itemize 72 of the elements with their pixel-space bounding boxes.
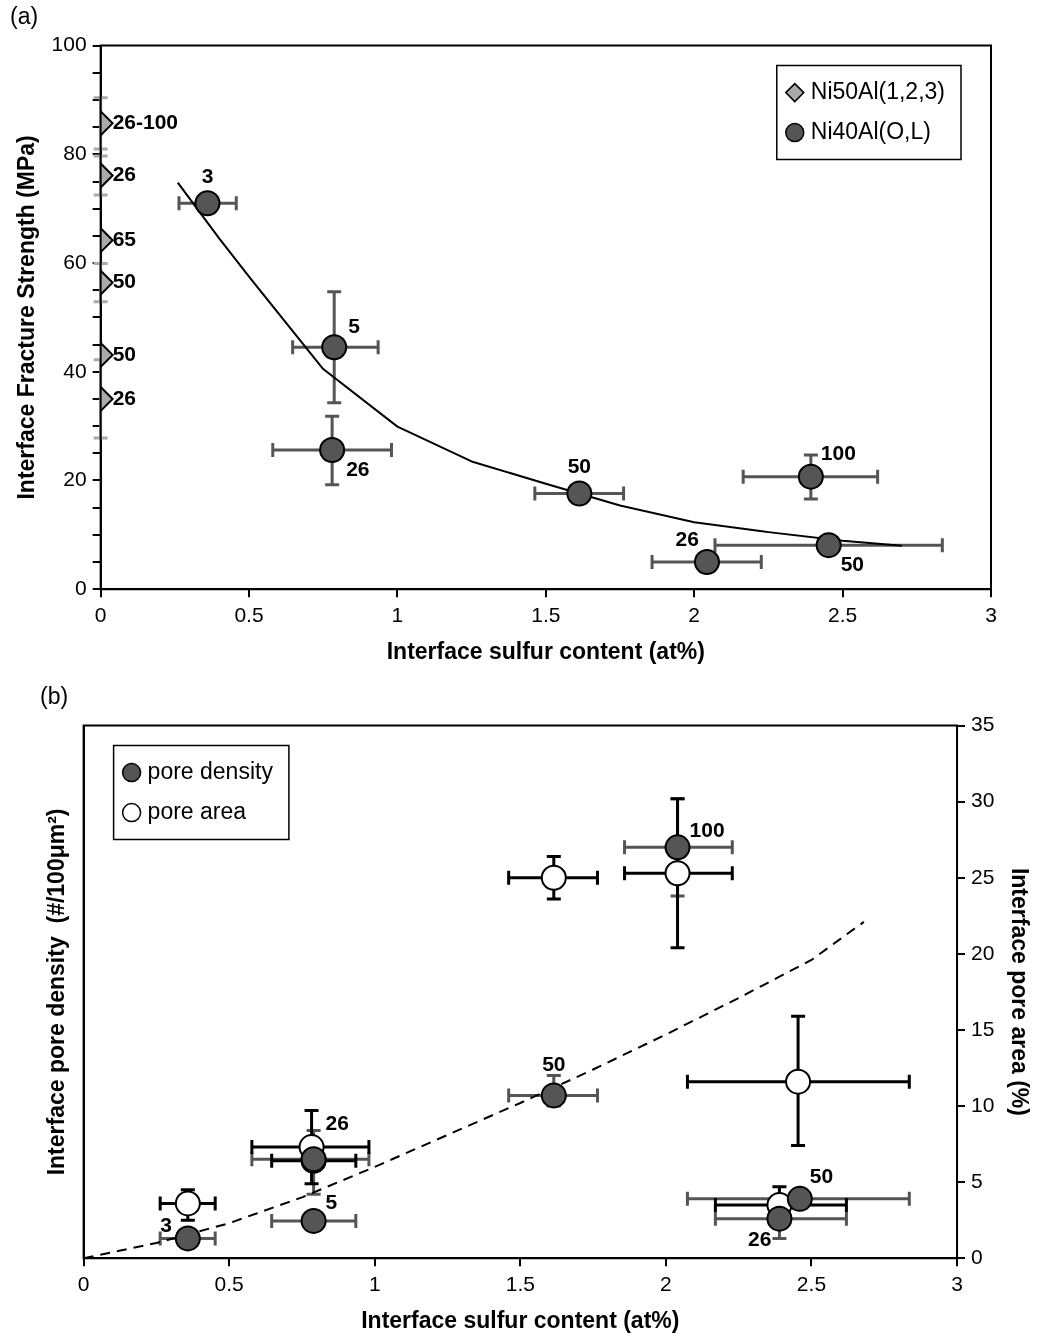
- annotation: 3: [201, 164, 214, 188]
- y-tick-label: 60: [63, 249, 87, 273]
- y-axis-title: Interface pore density (#/100μm²): [43, 808, 70, 1176]
- x-axis-title: Interface sulfur content (at%): [361, 1306, 680, 1333]
- point: [693, 549, 720, 576]
- annotation: 26: [748, 1227, 772, 1251]
- annotation: 5: [325, 1189, 338, 1213]
- annotation: 26: [325, 1111, 349, 1135]
- annotation: 26-100: [112, 110, 179, 134]
- x-tick-label: 0.5: [214, 1271, 244, 1295]
- x-tick-label: 2.5: [828, 602, 858, 626]
- y2-tick-label: 5: [971, 1168, 983, 1192]
- y-tick-label: 100: [51, 32, 87, 56]
- x-tick-label: 2: [688, 602, 701, 626]
- point: [786, 1185, 813, 1212]
- annotation: 100: [689, 818, 725, 842]
- legend-label: pore density: [147, 757, 274, 784]
- annotation: 100: [820, 441, 856, 465]
- x-tick-label: 0.5: [234, 602, 264, 626]
- annotation: 26: [675, 526, 699, 550]
- y2-tick-label: 15: [971, 1016, 995, 1040]
- point: [664, 834, 691, 861]
- annotation: 5: [348, 314, 361, 338]
- annotation: 50: [112, 269, 136, 293]
- y-tick-label: 0: [74, 576, 87, 599]
- annotation: 50: [542, 1052, 566, 1076]
- y2-tick-label: 25: [971, 864, 995, 888]
- point: [300, 1207, 327, 1234]
- point: [540, 1082, 567, 1109]
- annotation: 26: [346, 456, 370, 480]
- x-tick-label: 1.5: [505, 1271, 535, 1295]
- x-tick-label: 1: [368, 1271, 381, 1295]
- point: [664, 860, 691, 887]
- x-tick-label: 3: [985, 602, 997, 626]
- y2-tick-label: 35: [971, 712, 995, 736]
- y2-axis-title: Interface pore area (%): [1006, 867, 1033, 1116]
- y-tick-label: 40: [63, 358, 87, 382]
- point: [174, 1225, 201, 1252]
- x-tick-label: 1: [391, 602, 404, 626]
- y2-tick-label: 20: [971, 940, 995, 964]
- point: [174, 1190, 201, 1217]
- chart-title: (a): [10, 3, 39, 30]
- y-tick-label: 80: [63, 141, 87, 165]
- x-tick-label: 0: [94, 602, 107, 626]
- x-tick-label: 1.5: [531, 602, 561, 626]
- legend-label: Ni40Al(O,L): [810, 117, 931, 144]
- annotation: 50: [567, 454, 592, 478]
- y2-tick-label: 0: [971, 1245, 983, 1268]
- x-tick-label: 2: [660, 1271, 672, 1295]
- point: [785, 1068, 812, 1095]
- annotation: 50: [840, 551, 865, 575]
- y2-tick-label: 10: [971, 1092, 995, 1116]
- x-tick-label: 2.5: [796, 1271, 827, 1295]
- y-tick-label: 20: [63, 467, 87, 491]
- x-axis-title: Interface sulfur content (at%): [386, 637, 705, 664]
- point: [566, 480, 593, 507]
- y-axis-title: Interface Fracture Strength (MPa): [13, 135, 40, 500]
- annotation: 26: [112, 162, 136, 186]
- point: [540, 864, 567, 891]
- chart-title: (b): [40, 683, 69, 710]
- point: [797, 463, 824, 490]
- point: [815, 532, 842, 559]
- annotation: 3: [160, 1213, 172, 1237]
- annotation: 65: [112, 227, 137, 251]
- annotation: 50: [809, 1163, 834, 1187]
- legend-label: Ni50Al(1,2,3): [810, 77, 946, 104]
- x-tick-label: 3: [951, 1271, 963, 1295]
- legend-label: pore area: [147, 797, 247, 824]
- annotation: 50: [112, 341, 136, 365]
- annotation: 26: [112, 385, 136, 409]
- point: [766, 1205, 793, 1232]
- y2-tick-label: 30: [971, 788, 995, 812]
